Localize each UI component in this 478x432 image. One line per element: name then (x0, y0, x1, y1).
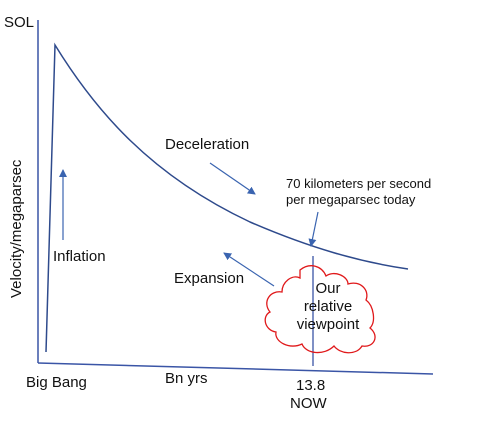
expansion-label: Expansion (174, 270, 245, 287)
now-text: NOW (290, 395, 327, 412)
deceleration-arrow (209, 162, 256, 195)
sol-label: SOL (4, 14, 35, 31)
velocity-curve (45, 42, 409, 353)
viewpoint-label: Our relative viewpoint (280, 280, 376, 334)
rate-pointer-arrow (308, 211, 319, 247)
viewpoint-line1: Our (315, 280, 341, 297)
viewpoint-line2: relative (303, 298, 353, 315)
x-axis-line (37, 362, 434, 375)
bn-yrs-label: Bn yrs (165, 370, 208, 387)
deceleration-label: Deceleration (165, 136, 250, 153)
rate-label-line2: per megaparsec today (286, 192, 416, 207)
big-bang-label: Big Bang (26, 374, 87, 391)
now-label: 13.8 NOW (290, 377, 327, 413)
expansion-arrow (223, 252, 275, 287)
inflation-label: Inflation (53, 248, 106, 265)
rate-label-line1: 70 kilometers per second (286, 176, 432, 191)
viewpoint-line3: viewpoint (296, 316, 360, 333)
y-axis-label: Velocity/megaparsec (8, 159, 25, 298)
viewpoint-cloud (264, 265, 376, 354)
age-value: 13.8 (296, 377, 326, 394)
